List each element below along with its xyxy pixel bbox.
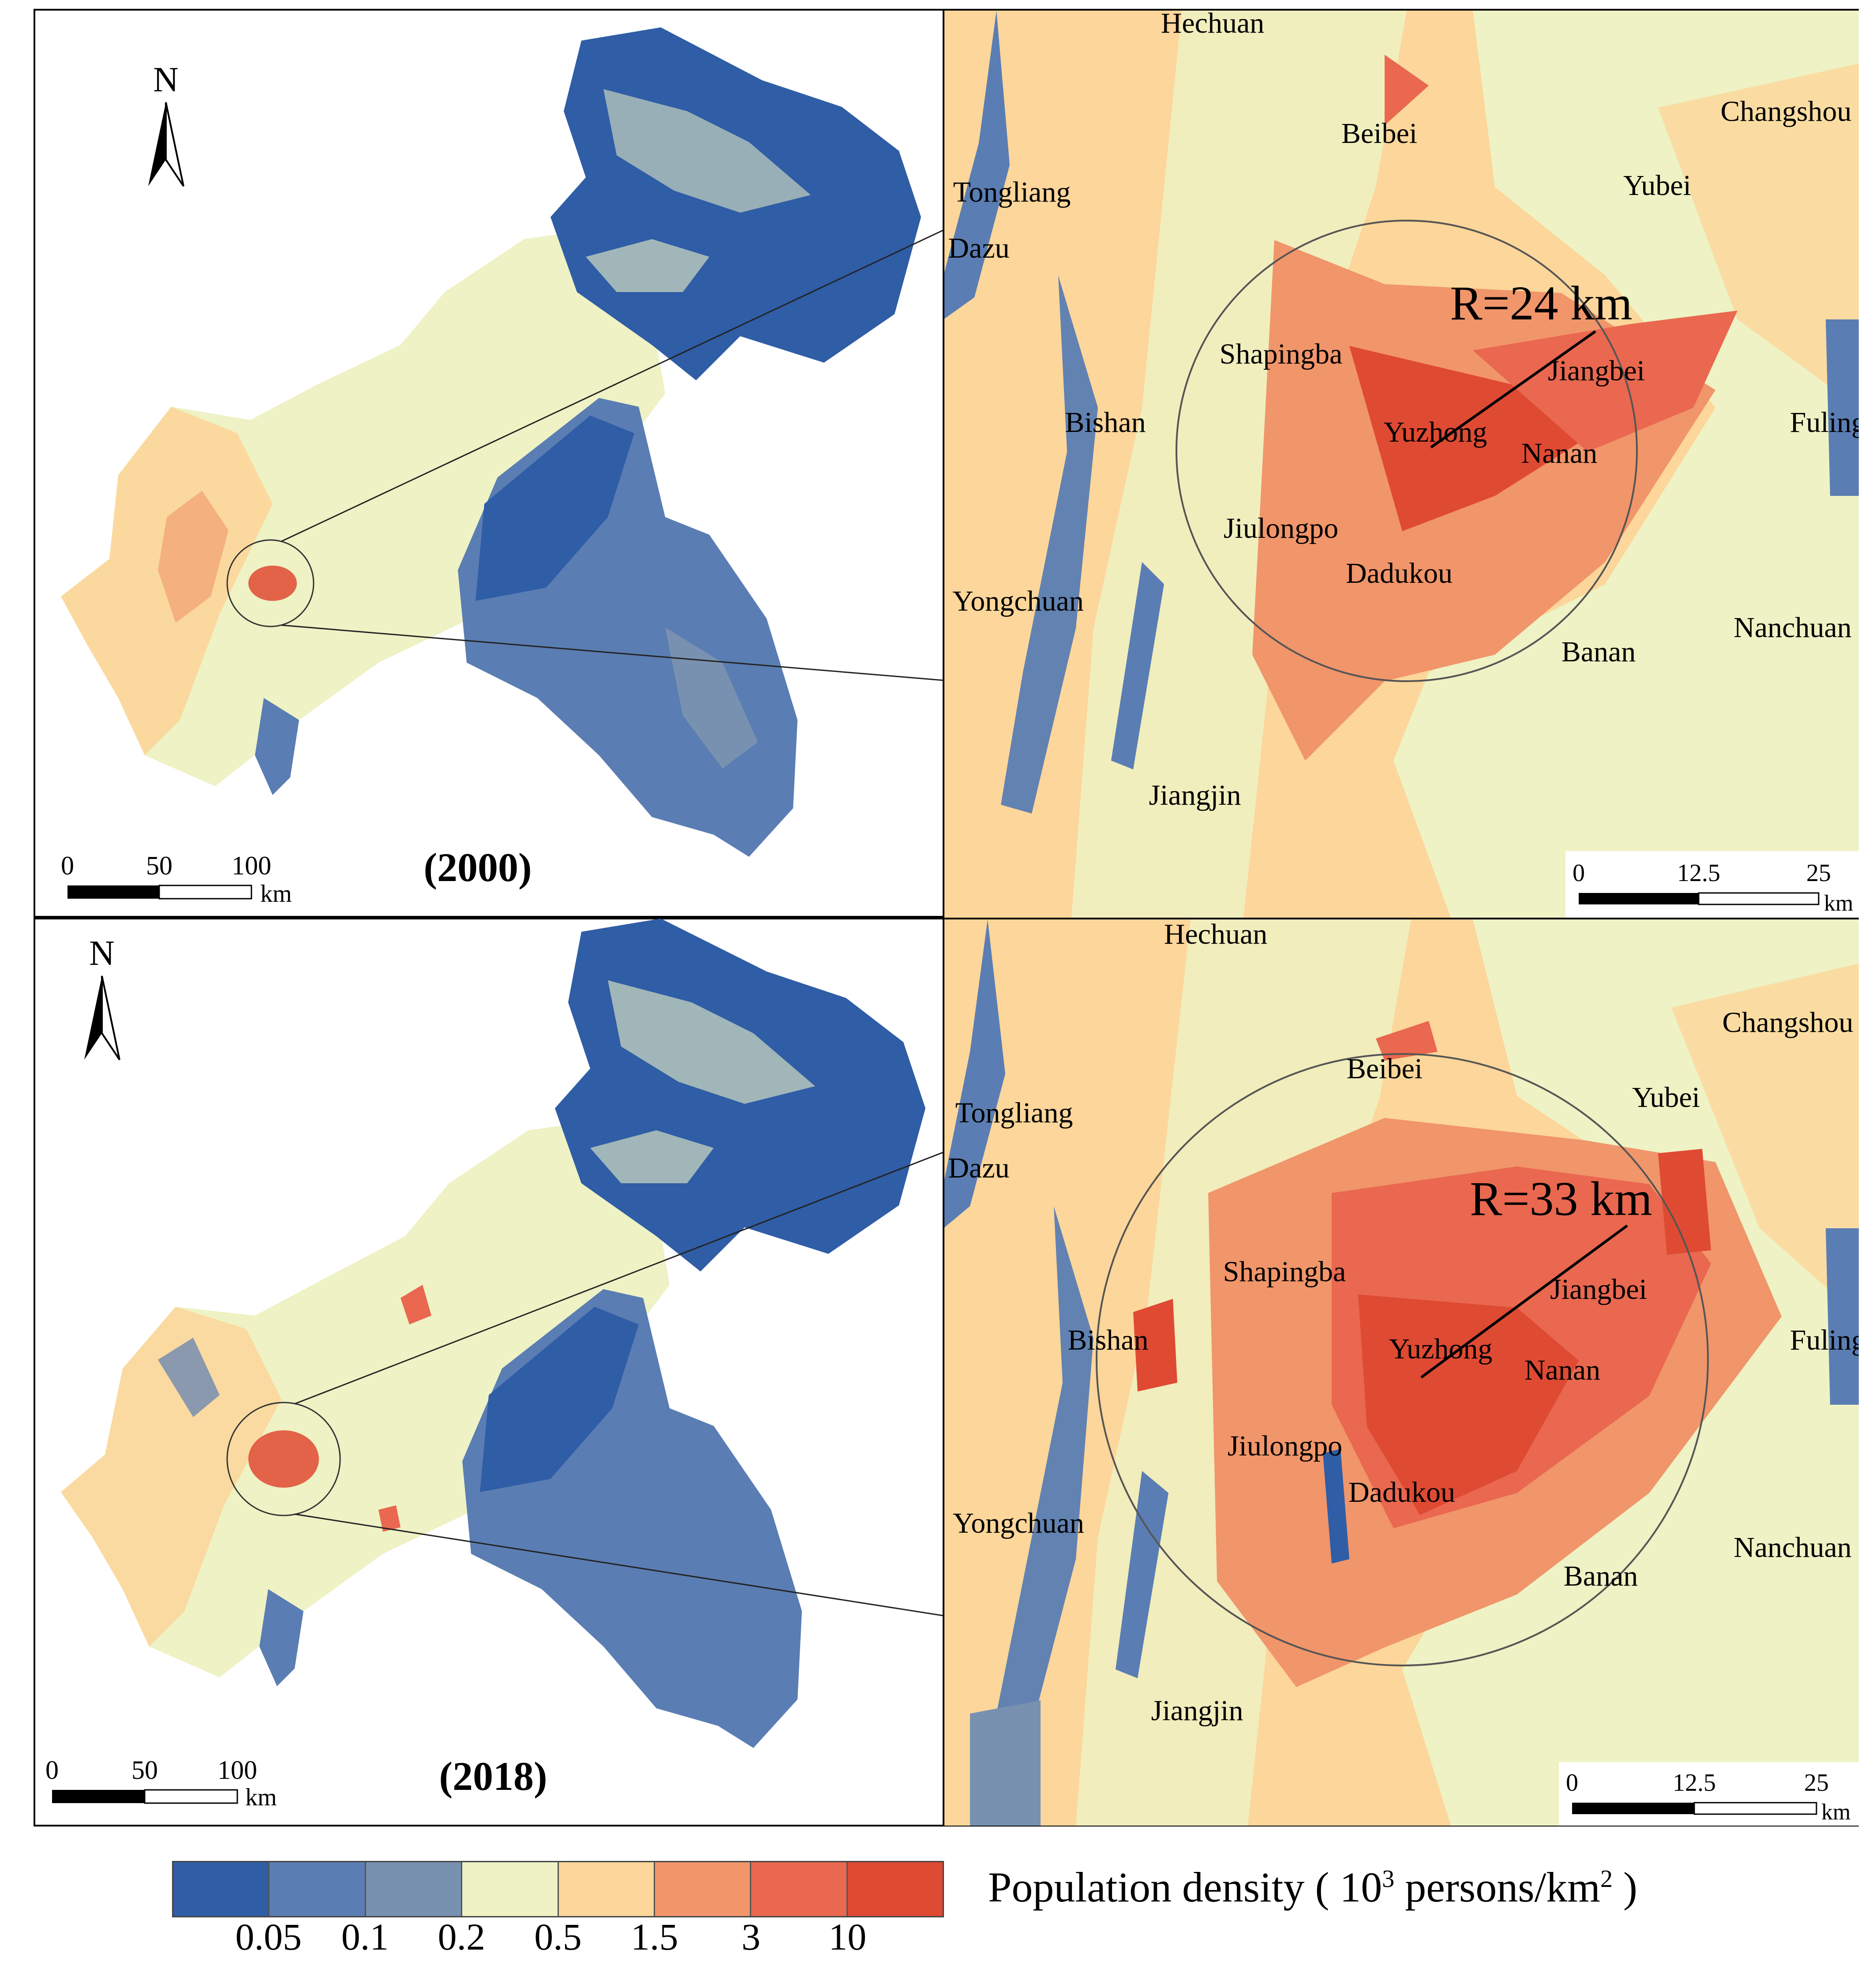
panel-2018-left-map: N (2018) 0 50 100 km — [45, 919, 943, 1811]
legend-swatch — [653, 1862, 750, 1916]
legend-swatch — [364, 1862, 461, 1916]
svg-text:km: km — [245, 1784, 277, 1811]
place-label: Beibei — [1341, 117, 1417, 150]
place-label: Changshou — [1721, 95, 1852, 128]
svg-text:0: 0 — [1566, 1769, 1578, 1796]
place-label: Yubei — [1632, 1081, 1700, 1114]
svg-text:50: 50 — [146, 851, 172, 880]
north-arrow-2018: N — [84, 934, 120, 1061]
panel-2000-divider — [943, 9, 944, 918]
north-arrow-2000: N — [148, 60, 184, 187]
province-scale-bar-2018: 0 50 100 km — [45, 1755, 277, 1811]
svg-text:25: 25 — [1806, 859, 1831, 887]
place-label: Fuling — [1790, 1324, 1859, 1356]
province-scale-bar-2000: 0 50 100 km — [61, 851, 292, 908]
place-label: Shapingba — [1220, 338, 1343, 370]
svg-text:12.5: 12.5 — [1677, 859, 1720, 887]
north-label: N — [153, 60, 179, 99]
radius-label-2018: R=33 km — [1470, 1172, 1652, 1226]
legend-break-label: 0.1 — [341, 1916, 389, 1958]
svg-text:km: km — [1821, 1800, 1850, 1825]
legend-break-label: 1.5 — [631, 1916, 678, 1958]
place-label: Yongchuan — [953, 1507, 1084, 1539]
svg-text:12.5: 12.5 — [1673, 1769, 1716, 1796]
place-label: Yuzhong — [1384, 416, 1487, 448]
legend-swatch — [557, 1862, 654, 1916]
year-label-2018: (2018) — [439, 1754, 547, 1799]
svg-text:km: km — [260, 880, 292, 908]
place-label: Dadukou — [1348, 1476, 1455, 1508]
svg-text:0: 0 — [45, 1755, 59, 1785]
svg-text:25: 25 — [1804, 1769, 1829, 1796]
place-label: Dazu — [948, 232, 1009, 264]
place-label: Jiangbei — [1548, 355, 1645, 387]
radius-line-2018 — [1420, 1224, 1628, 1379]
year-label-2000: (2000) — [423, 845, 532, 890]
legend-break-label: 0.5 — [534, 1916, 582, 1958]
legend-title: Population density ( 103 persons/km2 ) — [988, 1864, 1637, 1911]
place-label: Nanchuan — [1734, 1531, 1852, 1564]
place-label: Bishan — [1067, 1324, 1148, 1356]
place-label: Jiulongpo — [1228, 1430, 1342, 1462]
radius-label-2000: R=24 km — [1450, 276, 1632, 330]
svg-text:100: 100 — [232, 851, 271, 880]
panel-2018-divider — [943, 918, 944, 1826]
legend-break-label: 10 — [828, 1916, 867, 1958]
place-label: Banan — [1561, 636, 1636, 668]
legend-break-label: 0.2 — [438, 1916, 486, 1958]
place-label: Nanchuan — [1734, 611, 1852, 644]
place-label: Nanan — [1524, 1354, 1600, 1386]
legend-swatch — [461, 1862, 558, 1916]
legend-break-label: 0.05 — [235, 1916, 302, 1958]
place-label: Bishan — [1065, 406, 1146, 439]
place-label: Yuzhong — [1389, 1333, 1493, 1365]
place-label: Beibei — [1347, 1053, 1423, 1085]
place-label: Hechuan — [1161, 11, 1265, 39]
legend-colorbar — [172, 1861, 944, 1917]
place-label: Dazu — [948, 1152, 1009, 1184]
legend-swatch — [750, 1862, 846, 1916]
place-label: Changshou — [1722, 1006, 1854, 1039]
radius-line-2000 — [1430, 330, 1596, 449]
panel-2000-left-map: N (2000) 0 50 100 km — [61, 27, 943, 908]
panel-2000-zoom-map: R=24 km Hechuan Beibei Changshou Tonglia… — [944, 11, 1859, 918]
place-label: Jiangjin — [1149, 779, 1241, 811]
place-label: Jiangjin — [1151, 1695, 1243, 1727]
legend-swatch — [846, 1862, 943, 1916]
place-label: Jiangbei — [1550, 1273, 1647, 1305]
legend-break-label: 3 — [741, 1916, 760, 1958]
north-label: N — [89, 934, 115, 973]
place-label: Tongliang — [955, 1097, 1073, 1129]
place-label: Nanan — [1521, 437, 1597, 469]
svg-text:0: 0 — [1573, 859, 1585, 887]
place-label: Yubei — [1623, 169, 1691, 202]
svg-text:50: 50 — [131, 1755, 158, 1785]
urban-circle-zoom-2000 — [1176, 220, 1638, 682]
province-west-area — [61, 213, 665, 786]
place-label: Tongliang — [953, 176, 1071, 208]
place-label: Fuling — [1790, 406, 1859, 439]
legend-swatch — [173, 1862, 269, 1916]
place-label: Hechuan — [1164, 919, 1268, 950]
zoom-scale-bar-2000: 0 12.5 25 km — [1565, 851, 1859, 918]
place-label: Shapingba — [1223, 1256, 1346, 1288]
zoom-scale-bar-2018: 0 12.5 25 km — [1559, 1762, 1859, 1826]
urban-circle-zoom-2018 — [1096, 1053, 1709, 1666]
panel-2018-zoom-map: R=33 km Hechuan Beibei Changshou Tonglia… — [944, 919, 1859, 1826]
place-label: Yongchuan — [952, 585, 1084, 617]
place-label: Banan — [1564, 1560, 1638, 1592]
legend-swatch — [268, 1862, 365, 1916]
place-label: Dadukou — [1346, 557, 1453, 589]
urban-circle-2000 — [226, 539, 315, 627]
svg-text:km: km — [1824, 891, 1853, 916]
svg-text:100: 100 — [217, 1755, 257, 1785]
urban-circle-2018 — [226, 1402, 341, 1516]
svg-text:0: 0 — [61, 851, 74, 880]
place-label: Jiulongpo — [1224, 512, 1338, 544]
